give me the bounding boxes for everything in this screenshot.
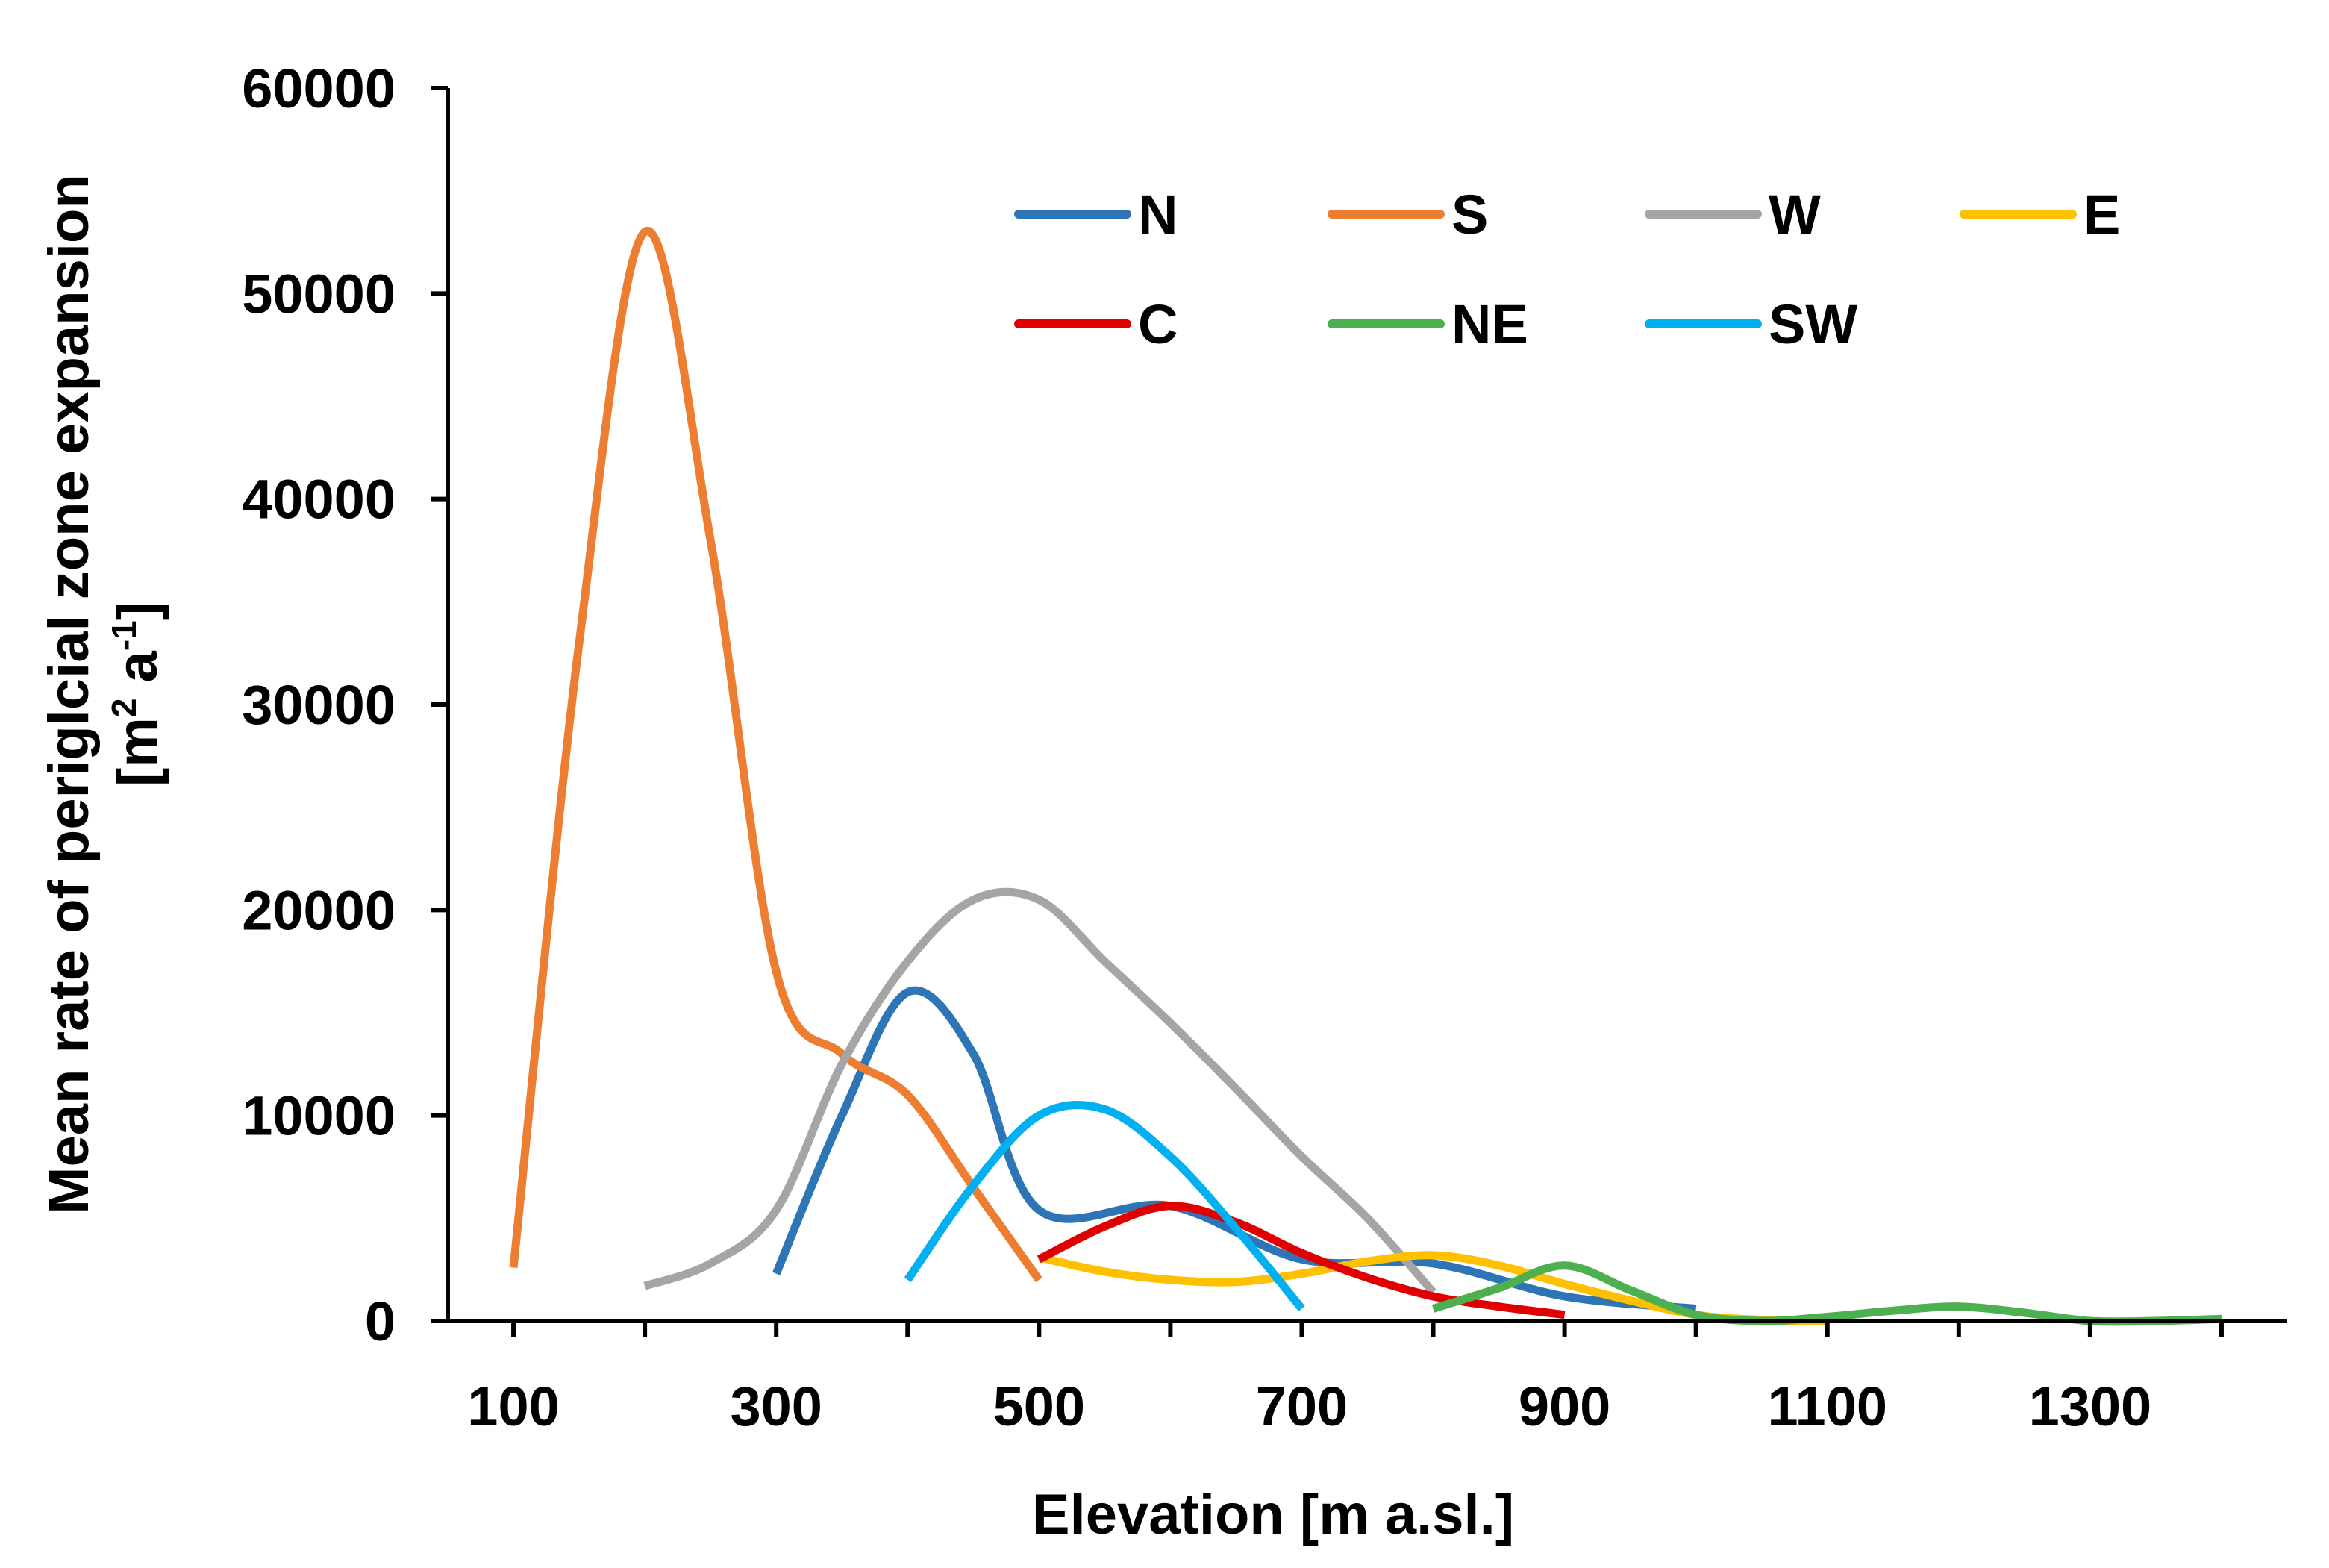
series-layer xyxy=(509,226,2222,1326)
legend-label-sw: SW xyxy=(1769,293,1857,355)
ticks-layer: 0 10000 20000 30000 40000 50000 60000 100 300 500… xyxy=(242,57,2224,1437)
y-tick-label: 10000 xyxy=(242,1085,396,1147)
y-tick-label: 20000 xyxy=(242,879,396,941)
x-tick-label: 700 xyxy=(1256,1375,1348,1437)
legend-label-ne: NE xyxy=(1451,293,1528,355)
x-axis-title: Elevation [m a.sl.] xyxy=(1032,1483,1514,1546)
y-tick-label: 50000 xyxy=(242,263,396,325)
series-line-sw xyxy=(904,1100,1305,1311)
legend: N S W EC NE SW xyxy=(1014,184,2120,355)
legend-label-n: N xyxy=(1138,184,1178,246)
y-axis-title-line1: Mean rate of periglcial zone expansion xyxy=(37,174,101,1214)
y-tick-label: 30000 xyxy=(242,674,396,736)
x-tick-label: 1300 xyxy=(2029,1375,2152,1437)
legend-label-s: S xyxy=(1451,184,1488,246)
y-axis-title-line2: [m2 a-1] xyxy=(104,602,169,787)
legend-label-w: W xyxy=(1769,184,1821,246)
series-line-w xyxy=(643,887,1437,1296)
legend-label-e: E xyxy=(2083,184,2120,246)
y-tick-label: 60000 xyxy=(242,57,396,119)
x-tick-label: 1100 xyxy=(1767,1375,1887,1437)
axes-layer xyxy=(446,88,2287,1323)
series-line-n xyxy=(772,986,1697,1313)
x-tick-label: 900 xyxy=(1519,1375,1610,1437)
x-tick-label: 300 xyxy=(730,1375,822,1437)
y-tick-label: 40000 xyxy=(242,469,396,531)
series-line-c xyxy=(1037,1202,1566,1319)
x-tick-label: 500 xyxy=(993,1375,1085,1437)
series-line-s xyxy=(509,226,1042,1283)
y-axis-title: Mean rate of periglcial zone expansion [… xyxy=(37,174,169,1214)
x-tick-label: 100 xyxy=(467,1375,559,1437)
y-tick-label: 0 xyxy=(365,1290,396,1352)
legend-label-c: C xyxy=(1138,293,1178,355)
